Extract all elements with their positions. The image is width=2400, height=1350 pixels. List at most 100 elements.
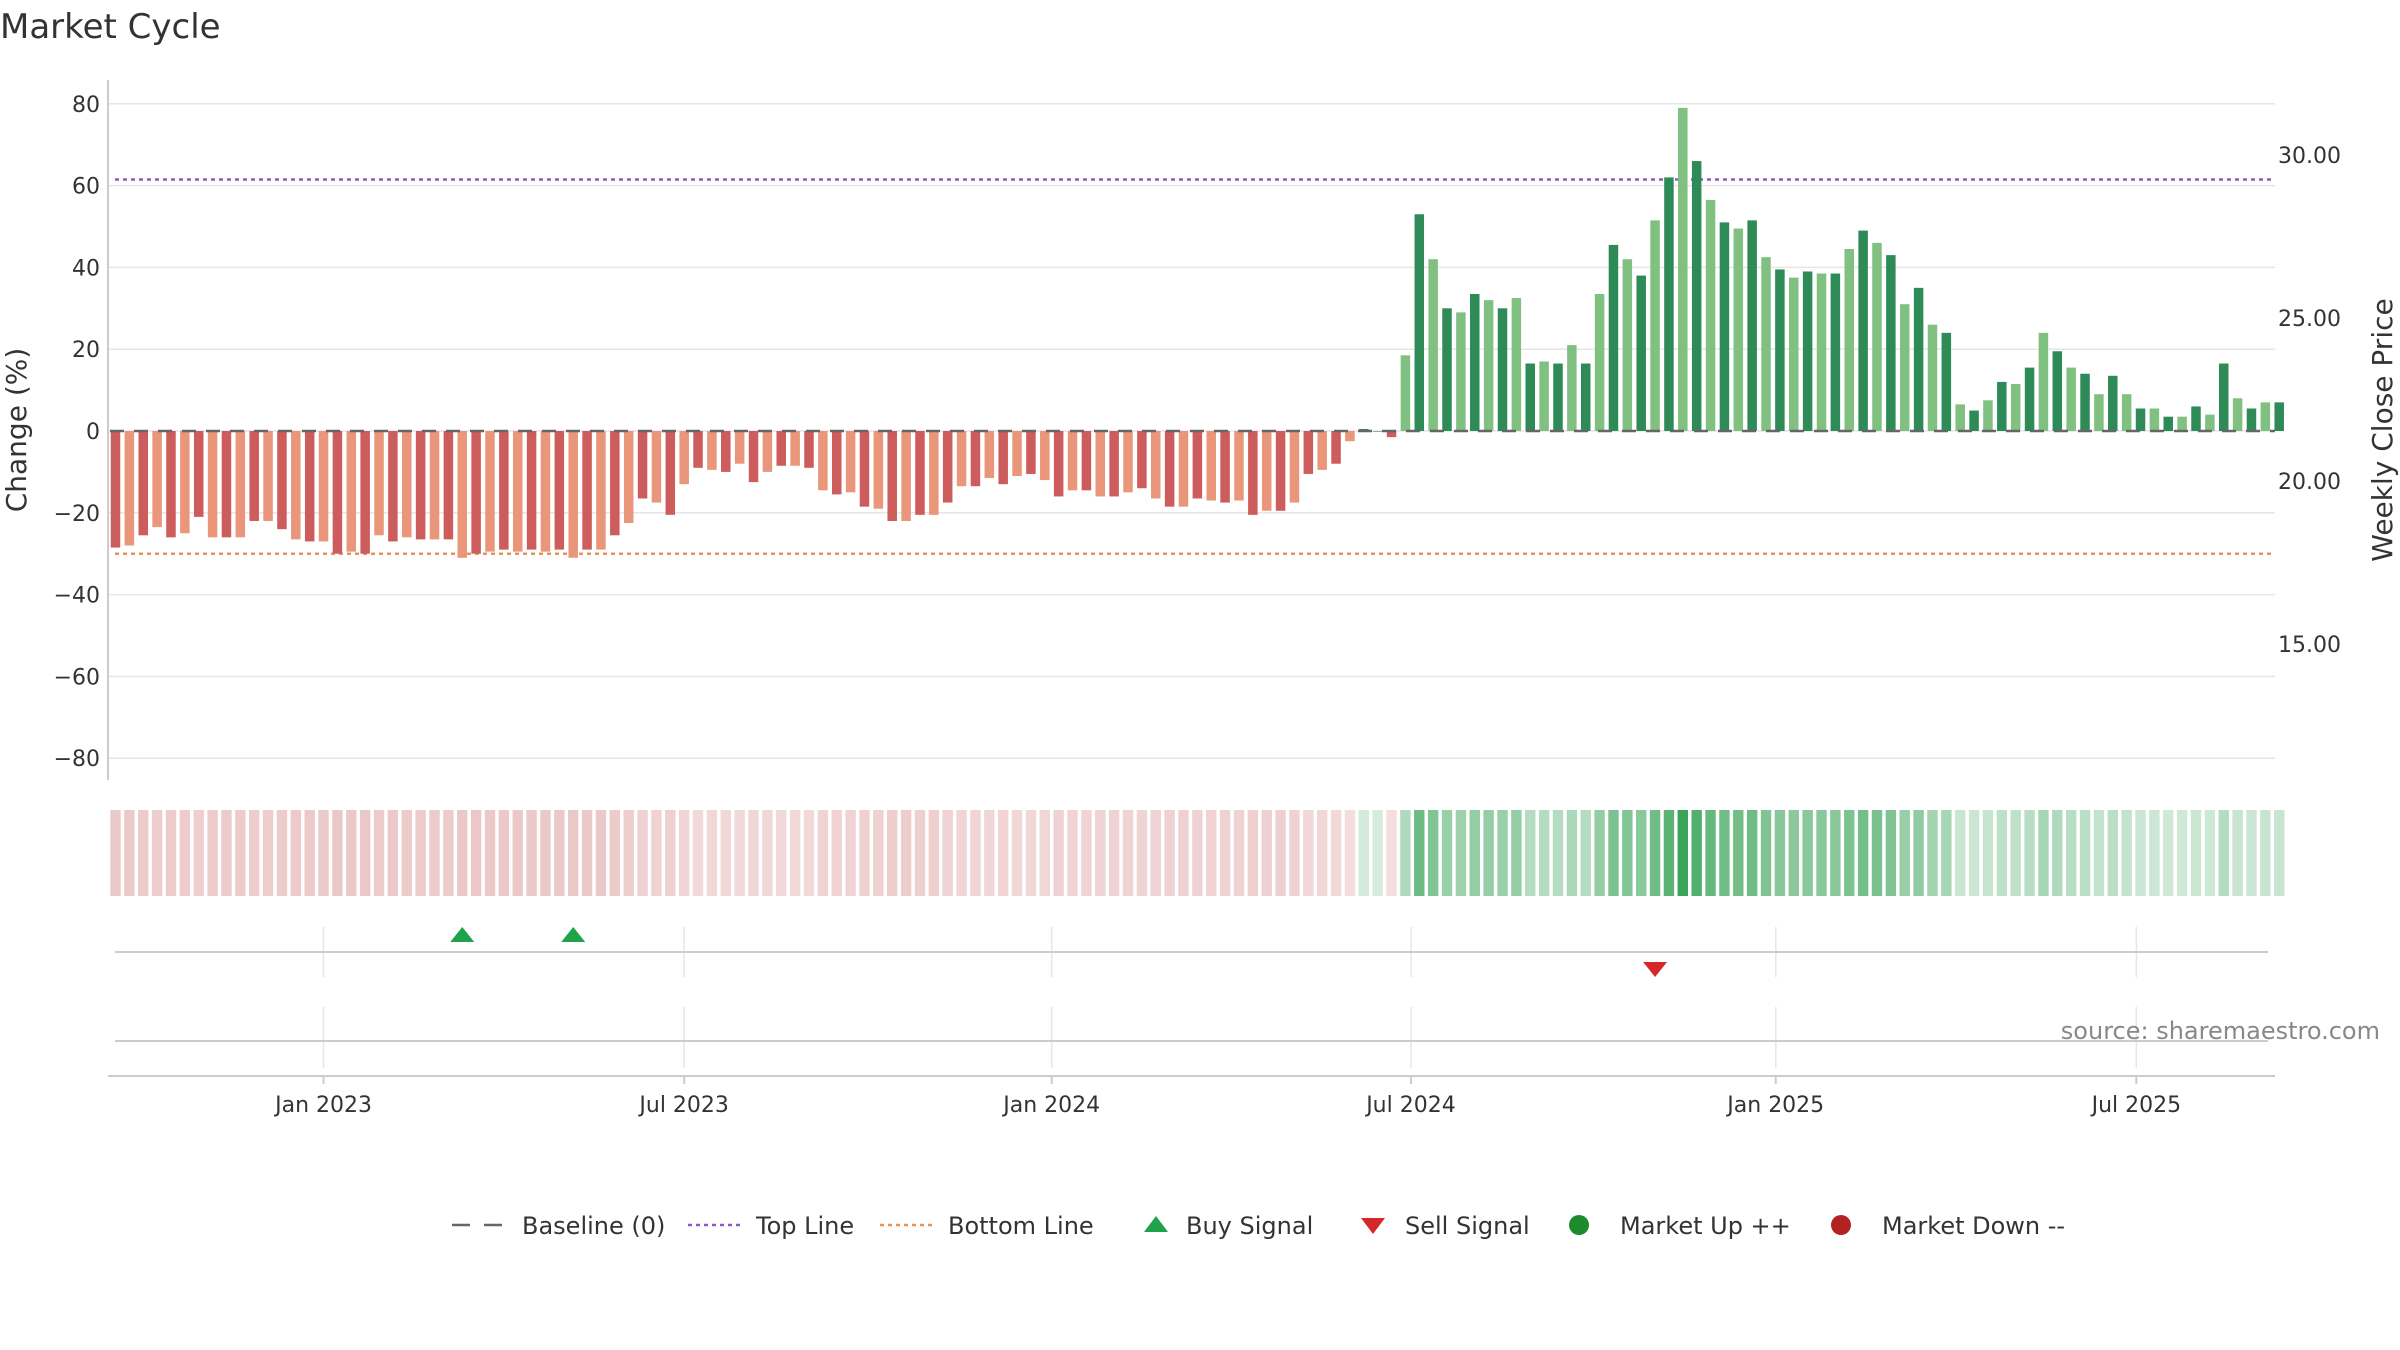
bar: [443, 431, 454, 540]
bar: [2205, 414, 2215, 431]
heat-cell: [2246, 810, 2257, 896]
bar: [193, 431, 204, 517]
heat-cell: [165, 810, 177, 896]
bar: [1206, 431, 1216, 501]
bar: [790, 431, 800, 466]
bar: [152, 431, 162, 528]
heat-cell: [332, 810, 343, 896]
bar: [1372, 431, 1383, 432]
heat-cell: [221, 810, 232, 896]
bottom-grid: [322, 1007, 2138, 1068]
heat-cell: [429, 810, 440, 896]
bar: [637, 431, 648, 499]
heat-cell: [290, 810, 302, 896]
heat-cell: [2121, 810, 2132, 896]
bar: [2149, 408, 2160, 431]
legend-item: Buy Signal: [1144, 1212, 1313, 1240]
bar: [1913, 287, 1924, 431]
heat-cell: [151, 810, 163, 896]
y-axis-title: Change (%): [0, 348, 33, 513]
bar: [138, 431, 148, 536]
bar: [2024, 367, 2035, 431]
heat-cell: [1760, 810, 1772, 896]
heat-cell: [2149, 810, 2160, 896]
bar: [110, 431, 121, 548]
bar: [1220, 431, 1230, 503]
bar: [1747, 220, 1757, 431]
bar: [1983, 400, 1993, 431]
heat-cell: [1150, 810, 1161, 896]
heat-cell: [318, 810, 329, 896]
heat-cell: [914, 810, 926, 896]
bar: [318, 431, 329, 542]
heat-cell: [748, 810, 759, 896]
heat-cell: [1885, 810, 1897, 896]
heat-cell: [1746, 810, 1758, 896]
bar: [1789, 277, 1799, 431]
bar: [1289, 431, 1300, 503]
heat-cell: [470, 810, 482, 896]
heat-cell: [1663, 810, 1675, 896]
bar: [651, 431, 662, 503]
heat-cell: [179, 810, 191, 896]
heat-cell: [1303, 810, 1314, 896]
bar: [942, 431, 953, 503]
bar: [1941, 332, 1952, 431]
heat-cell: [1525, 810, 1536, 896]
heat-cell: [1955, 810, 1966, 896]
bar: [582, 431, 592, 550]
buy-signal-marker: [450, 927, 475, 942]
bar: [124, 431, 135, 546]
bar: [818, 431, 828, 491]
signal-markers: [450, 927, 1668, 977]
heat-cell: [1996, 810, 2008, 896]
bar: [1511, 298, 1522, 431]
y-tick-label: 20: [72, 338, 100, 363]
heat-cell: [1483, 810, 1494, 896]
heat-cell: [2260, 810, 2271, 896]
bar: [2177, 416, 2187, 431]
legend-item: Sell Signal: [1361, 1212, 1530, 1240]
heat-strip: [110, 810, 2285, 896]
bar: [748, 431, 759, 483]
heat-cell: [1400, 810, 1411, 896]
heat-cell: [235, 810, 246, 896]
bar: [1678, 107, 1688, 431]
bar: [221, 431, 232, 538]
bar: [970, 431, 981, 487]
heat-cell: [1192, 810, 1203, 896]
bar: [804, 431, 814, 468]
legend-item: Baseline (0): [452, 1212, 665, 1240]
bar: [693, 431, 703, 468]
heat-cell: [1622, 810, 1633, 896]
heat-cell: [1427, 810, 1439, 896]
heat-cell: [2093, 810, 2105, 896]
heat-cell: [1857, 810, 1869, 896]
heat-cell: [2163, 810, 2174, 896]
heat-cell: [401, 810, 412, 896]
bar: [1248, 431, 1258, 515]
y2-tick-label: 25.00: [2278, 307, 2341, 332]
heat-cell: [512, 810, 523, 896]
heat-cell: [1330, 810, 1342, 896]
heat-cell: [776, 810, 787, 896]
bar: [304, 431, 315, 542]
bar: [1955, 404, 1965, 431]
bar: [291, 431, 301, 540]
heat-cell: [1594, 810, 1605, 896]
bar: [1331, 431, 1341, 464]
heat-cell: [554, 810, 565, 896]
heat-cell: [942, 810, 953, 896]
heat-cell: [2190, 810, 2202, 896]
bar: [984, 431, 995, 479]
bar: [1414, 214, 1425, 431]
heat-cell: [1247, 810, 1259, 896]
chart-title: Market Cycle: [0, 7, 221, 47]
bar: [1442, 308, 1452, 431]
heat-cell: [1316, 810, 1328, 896]
bar: [1317, 431, 1327, 470]
bar: [762, 431, 773, 472]
bar: [1858, 230, 1868, 431]
bar: [180, 431, 190, 534]
heat-cell: [1816, 810, 1827, 896]
